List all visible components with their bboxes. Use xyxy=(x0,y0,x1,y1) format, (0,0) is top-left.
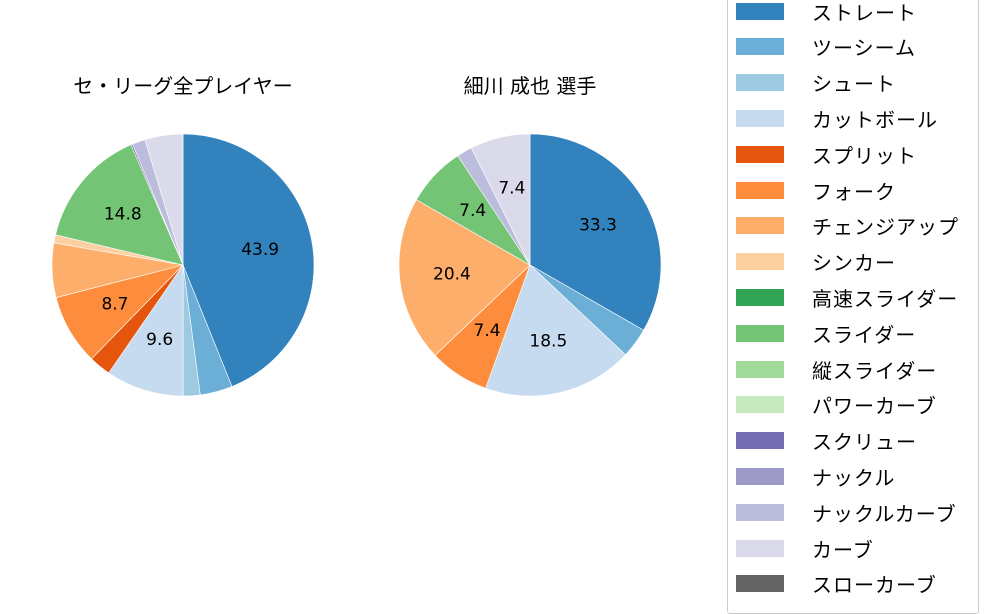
legend-item: 縦スライダー xyxy=(736,351,937,387)
legend-item: スプリット xyxy=(736,136,917,172)
legend-label: シュート xyxy=(812,72,896,97)
legend-swatch xyxy=(736,467,784,485)
legend-item: フォーク xyxy=(736,172,896,208)
slice-value-label: 9.6 xyxy=(146,330,173,350)
pie-charts: 43.9 9.6 8.7 14.8 33.3 18.5 7.4 20.4 7.4 7.4 xyxy=(51,133,662,397)
legend-swatch xyxy=(736,503,784,521)
pie-slice xyxy=(144,133,184,266)
legend-label: 縦スライダー xyxy=(812,358,938,383)
legend-swatch xyxy=(736,575,784,593)
legend-swatch xyxy=(736,145,784,163)
legend-swatch xyxy=(736,324,784,342)
legend-item: パワーカーブ xyxy=(736,387,937,423)
legend-label: スライダー xyxy=(812,322,917,347)
legend-item: ツーシーム xyxy=(736,29,916,65)
legend-label: スローカーブ xyxy=(812,573,937,598)
pie-slice xyxy=(182,133,315,387)
legend-item: ストレート xyxy=(736,0,917,29)
slice-value-label: 7.4 xyxy=(474,321,501,341)
legend-swatch xyxy=(736,74,784,92)
legend-swatch xyxy=(736,360,784,378)
legend-label: シンカー xyxy=(812,251,896,276)
legend-swatch xyxy=(736,253,784,271)
legend-label: パワーカーブ xyxy=(812,394,937,419)
legend-item: スローカーブ xyxy=(736,566,937,602)
legend-swatch xyxy=(736,181,784,199)
legend-swatch xyxy=(736,432,784,450)
pie-slice xyxy=(529,133,662,331)
slice-value-label: 7.4 xyxy=(459,201,486,221)
slice-value-label: 33.3 xyxy=(579,216,617,236)
pie-slice xyxy=(108,264,184,397)
pie-slice xyxy=(55,144,184,266)
legend-label: チェンジアップ xyxy=(812,215,959,240)
legend-label: ツーシーム xyxy=(812,36,916,61)
slice-value-label: 14.8 xyxy=(104,205,142,225)
legend-item: チェンジアップ xyxy=(736,208,959,244)
legend-item: カーブ xyxy=(736,530,874,566)
right-chart-title: 細川 成也 選手 xyxy=(463,74,597,98)
legend-item: 高速スライダー xyxy=(736,279,958,315)
slice-value-label: 8.7 xyxy=(101,294,128,314)
legend-label: ストレート xyxy=(812,0,917,25)
legend-swatch xyxy=(736,38,784,56)
legend-swatch xyxy=(736,396,784,414)
pie-hosokawa: 33.3 18.5 7.4 20.4 7.4 7.4 xyxy=(398,133,662,397)
pie-slice xyxy=(398,199,531,356)
legend-item: シンカー xyxy=(736,244,896,280)
legend-swatch xyxy=(736,288,784,306)
legend-swatch xyxy=(736,2,784,20)
legend-label: スプリット xyxy=(812,143,917,168)
slice-value-label: 43.9 xyxy=(241,240,279,260)
legend-item: ナックルカーブ xyxy=(736,494,957,530)
legend-label: スクリュー xyxy=(812,430,917,455)
legend-swatch xyxy=(736,539,784,557)
pie-slice xyxy=(485,264,626,397)
legend: ストレートツーシームシュートカットボール スプリットフォークチェンジアップ シンカー… xyxy=(727,0,979,614)
legend-item: カットボール xyxy=(736,100,938,136)
legend-swatch xyxy=(736,109,784,127)
left-chart-title: セ・リーグ全プレイヤー xyxy=(73,74,293,98)
legend-label: カーブ xyxy=(812,537,874,562)
pie-league-all: 43.9 9.6 8.7 14.8 xyxy=(51,133,315,397)
legend-label: ナックルカーブ xyxy=(812,501,957,526)
legend-item: スライダー xyxy=(736,315,916,351)
legend-label: フォーク xyxy=(812,179,896,204)
legend-label: 高速スライダー xyxy=(812,286,959,311)
pie-slice xyxy=(470,133,531,266)
slice-value-label: 7.4 xyxy=(498,179,525,199)
slice-value-label: 18.5 xyxy=(529,331,567,351)
legend-item: ナックル xyxy=(736,458,895,494)
legend-item: シュート xyxy=(736,65,896,101)
legend-swatch xyxy=(736,217,784,235)
legend-label: カットボール xyxy=(812,107,938,132)
legend-label: ナックル xyxy=(812,465,896,490)
legend-item: スクリュー xyxy=(736,423,917,459)
slice-value-label: 20.4 xyxy=(433,264,471,284)
